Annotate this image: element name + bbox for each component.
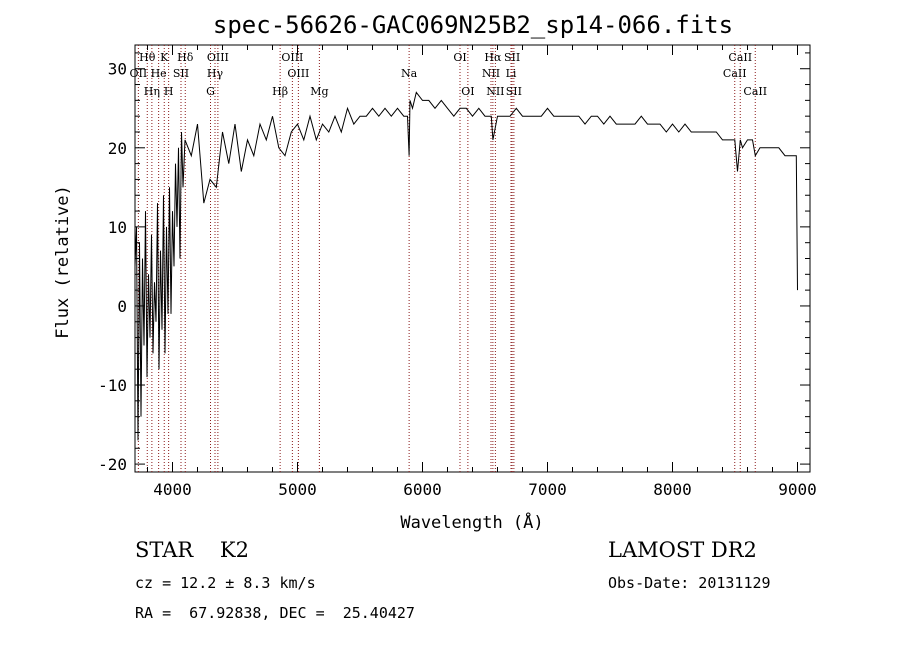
x-axis-label: Wavelength (Å): [400, 511, 543, 533]
y-tick-label: -10: [98, 376, 127, 395]
spectral-line-label: OIII: [207, 51, 229, 64]
spectral-line-label: Hδ: [177, 51, 194, 64]
spectral-line-label: SII: [504, 51, 520, 64]
x-tick-label: 6000: [403, 480, 442, 499]
spectral-line-label: CaII: [723, 67, 747, 80]
spectral-line-label: G: [206, 85, 215, 98]
chart-title: spec-56626-GAC069N25B2_sp14-066.fits: [213, 11, 733, 39]
x-tick-label: 9000: [778, 480, 817, 499]
coordinates: RA = 67.92838, DEC = 25.40427: [135, 604, 415, 622]
spectral-line-label: K: [160, 51, 169, 64]
y-tick-label: 10: [108, 218, 127, 237]
spectral-line-markers: [137, 45, 756, 472]
spectral-line-label: CaII: [728, 51, 752, 64]
y-axis-label: Flux (relative): [53, 185, 73, 339]
spectral-line-label: NII: [486, 85, 504, 98]
x-tick-label: 4000: [153, 480, 192, 499]
y-tick-labels: -20 -10 0 10 20 30: [98, 60, 127, 474]
spectral-line-label: Hθ: [139, 51, 156, 64]
spectral-line-label: OI: [461, 85, 474, 98]
spectral-line-label: SII: [506, 85, 522, 98]
spectral-line-label: Hα: [484, 51, 502, 64]
spectral-line-label: OI: [453, 51, 466, 64]
axis-ticks: [135, 45, 810, 472]
spectral-line-label: Li: [506, 67, 517, 80]
x-tick-label: 5000: [278, 480, 317, 499]
y-tick-label: 0: [117, 297, 127, 316]
spectral-line-label: Hη: [144, 85, 160, 98]
object-class: STAR K2: [135, 538, 249, 562]
plot-frame: [134, 44, 811, 473]
spectral-line-label: OII: [130, 67, 148, 80]
spectral-line-label: H: [164, 85, 174, 98]
spectrum-series-line: [134, 91, 798, 441]
spectral-line-label: Na: [401, 67, 418, 80]
spectral-line-label: OIII: [287, 67, 309, 80]
x-tick-labels: 4000 5000 6000 7000 8000 9000: [153, 480, 817, 499]
spectral-line-label: Hβ: [272, 85, 288, 98]
x-tick-label: 7000: [528, 480, 567, 499]
redshift-text: cz = 12.2 ± 8.3 km/s: [135, 574, 316, 592]
spectral-line-label: CaII: [743, 85, 767, 98]
y-tick-label: -20: [98, 455, 127, 474]
spectral-line-label: OIII: [281, 51, 303, 64]
spectral-line-label: SII: [173, 67, 189, 80]
spectral-line-label: He: [151, 67, 167, 80]
spectral-line-label: Hγ: [207, 67, 224, 80]
x-tick-label: 8000: [653, 480, 692, 499]
y-tick-label: 20: [108, 139, 127, 158]
y-tick-label: 30: [108, 60, 127, 79]
spectral-line-label: Mg: [310, 85, 328, 98]
spectral-line-label: NII: [482, 67, 500, 80]
obs-date: Obs-Date: 20131129: [608, 574, 771, 592]
survey-name: LAMOST DR2: [608, 538, 757, 562]
